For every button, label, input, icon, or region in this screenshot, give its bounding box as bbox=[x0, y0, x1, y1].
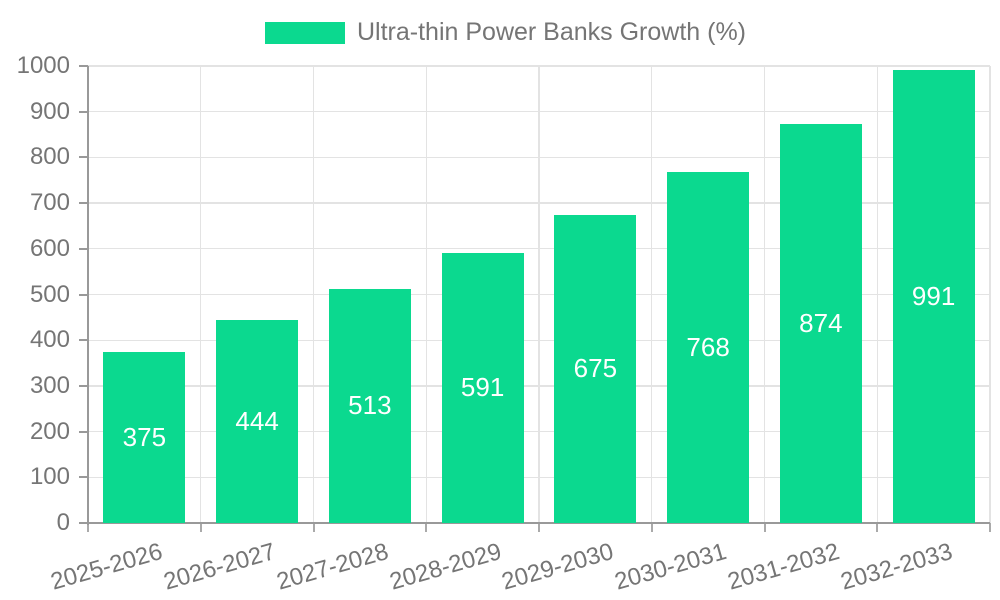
bar-value-label: 991 bbox=[911, 281, 956, 312]
bar[interactable]: 675 bbox=[554, 214, 637, 523]
y-axis-tick-label: 600 bbox=[29, 234, 70, 262]
bar[interactable]: 768 bbox=[667, 172, 750, 523]
x-axis-tick bbox=[199, 523, 202, 532]
bar[interactable]: 874 bbox=[779, 123, 862, 523]
y-axis-tick-label: 100 bbox=[29, 463, 70, 491]
y-axis-tick bbox=[79, 110, 88, 113]
y-axis-tick bbox=[79, 156, 88, 159]
y-axis-tick bbox=[79, 384, 88, 387]
y-axis-tick bbox=[79, 247, 88, 250]
x-axis-tick bbox=[312, 523, 315, 532]
x-axis-tick bbox=[763, 523, 766, 532]
bar-value-label: 591 bbox=[460, 372, 505, 403]
y-axis-tick bbox=[79, 293, 88, 296]
y-axis-tick-label: 400 bbox=[29, 326, 70, 354]
y-axis-tick-label: 1000 bbox=[16, 52, 70, 79]
legend[interactable]: Ultra-thin Power Banks Growth (%) bbox=[265, 18, 746, 47]
grid-line-vertical bbox=[425, 66, 427, 523]
bar-value-label: 375 bbox=[122, 421, 167, 452]
x-axis-tick bbox=[989, 523, 991, 532]
bar-value-label: 675 bbox=[573, 353, 618, 384]
bar-value-label: 874 bbox=[799, 307, 843, 338]
grid-line-vertical bbox=[876, 66, 878, 523]
grid-line-vertical bbox=[200, 66, 202, 523]
bar[interactable]: 591 bbox=[441, 252, 524, 523]
y-axis-tick-label: 500 bbox=[29, 280, 70, 308]
y-axis-tick-label: 900 bbox=[29, 97, 70, 125]
y-axis-tick bbox=[79, 522, 88, 524]
bar-value-label: 768 bbox=[686, 332, 730, 362]
bar-value-label: 444 bbox=[235, 406, 279, 437]
y-axis-line bbox=[87, 66, 89, 525]
grid-line-horizontal bbox=[88, 65, 990, 67]
y-axis-tick-label: 0 bbox=[56, 509, 70, 536]
y-axis-tick bbox=[79, 339, 88, 342]
y-axis-tick bbox=[79, 430, 88, 433]
bar[interactable]: 513 bbox=[328, 288, 411, 523]
y-axis-tick-label: 800 bbox=[29, 143, 70, 171]
bar[interactable]: 991 bbox=[892, 70, 975, 523]
y-axis-tick-label: 700 bbox=[29, 189, 70, 217]
bar-value-label: 513 bbox=[348, 390, 392, 421]
y-axis-tick bbox=[79, 476, 88, 479]
x-axis-tick bbox=[87, 523, 89, 532]
grid-line-vertical bbox=[312, 66, 315, 523]
x-axis-tick bbox=[538, 523, 540, 532]
x-axis-tick bbox=[425, 523, 428, 532]
y-axis-tick bbox=[79, 202, 88, 205]
x-axis-tick bbox=[876, 523, 879, 532]
grid-line-vertical bbox=[763, 66, 766, 523]
grid-line-vertical bbox=[989, 66, 991, 523]
bar[interactable]: 375 bbox=[103, 351, 186, 523]
legend-swatch bbox=[265, 21, 345, 44]
grid-line-vertical bbox=[538, 66, 540, 523]
y-axis-tick bbox=[79, 65, 88, 67]
y-axis-tick-label: 300 bbox=[29, 371, 70, 399]
x-axis-line bbox=[88, 522, 990, 524]
legend-label: Ultra-thin Power Banks Growth (%) bbox=[357, 18, 747, 46]
grid-line-vertical bbox=[651, 66, 653, 523]
x-axis-tick bbox=[650, 523, 653, 532]
bar[interactable]: 444 bbox=[216, 320, 299, 523]
y-axis-tick-label: 200 bbox=[29, 417, 70, 445]
